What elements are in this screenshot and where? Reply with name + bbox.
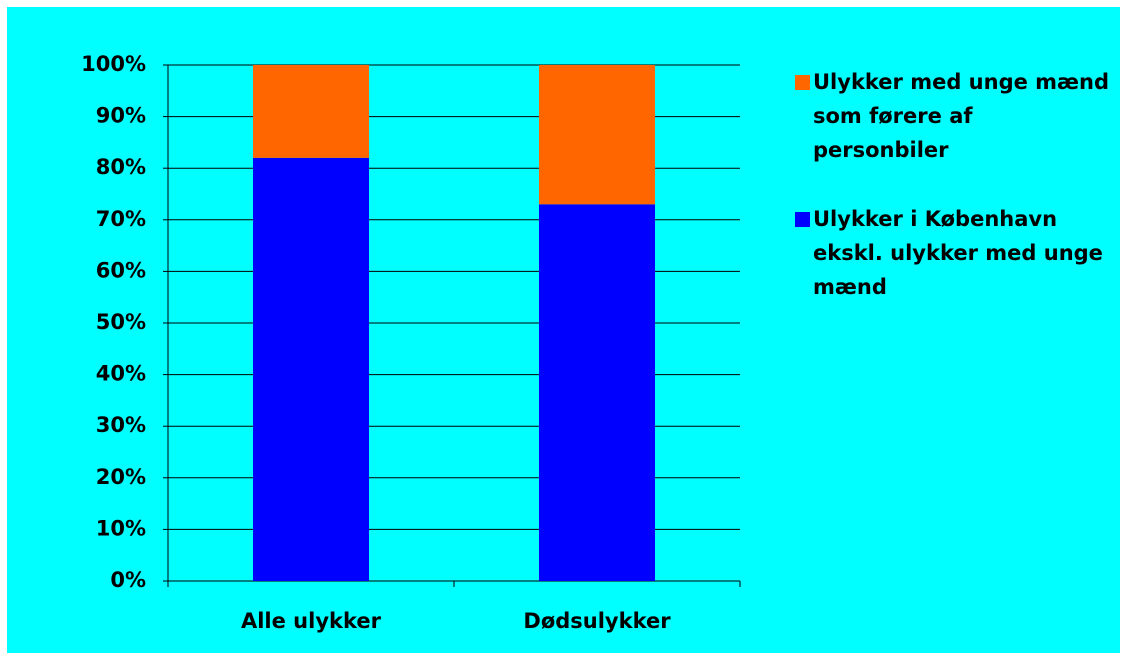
bar-segment bbox=[253, 157, 369, 581]
bar-segment bbox=[539, 65, 655, 205]
y-tick-label: 100% bbox=[81, 52, 146, 76]
y-tick-label: 50% bbox=[96, 310, 146, 334]
x-tick-label: Dødsulykker bbox=[523, 609, 671, 633]
y-tick-label: 30% bbox=[96, 413, 146, 437]
chart: 0% 10% 20% 30% 40% 50% 60% 70% 80% 90% 100% Alle ul… bbox=[81, 52, 741, 633]
bar-segment bbox=[253, 65, 369, 158]
legend-swatch bbox=[795, 75, 810, 90]
y-tick-label: 80% bbox=[96, 155, 146, 179]
legend-label: Ulykker i København ekskl. ulykker med u… bbox=[813, 207, 1103, 299]
y-tick-label: 0% bbox=[110, 568, 146, 592]
legend-label: Ulykker med unge mænd som førere af pers… bbox=[813, 70, 1110, 162]
y-tick-label: 70% bbox=[96, 207, 146, 231]
chart-area: 0% 10% 20% 30% 40% 50% 60% 70% 80% 90% 100% Alle ul… bbox=[7, 7, 1120, 653]
x-tick-label: Alle ulykker bbox=[241, 609, 382, 633]
y-tick-label: 60% bbox=[96, 258, 146, 282]
y-tick-label: 10% bbox=[96, 516, 146, 540]
y-tick-label: 90% bbox=[96, 104, 146, 128]
y-tick-label: 40% bbox=[96, 362, 146, 386]
legend-swatch bbox=[795, 212, 810, 227]
bar-segment bbox=[539, 204, 655, 581]
y-tick-label: 20% bbox=[96, 465, 146, 489]
